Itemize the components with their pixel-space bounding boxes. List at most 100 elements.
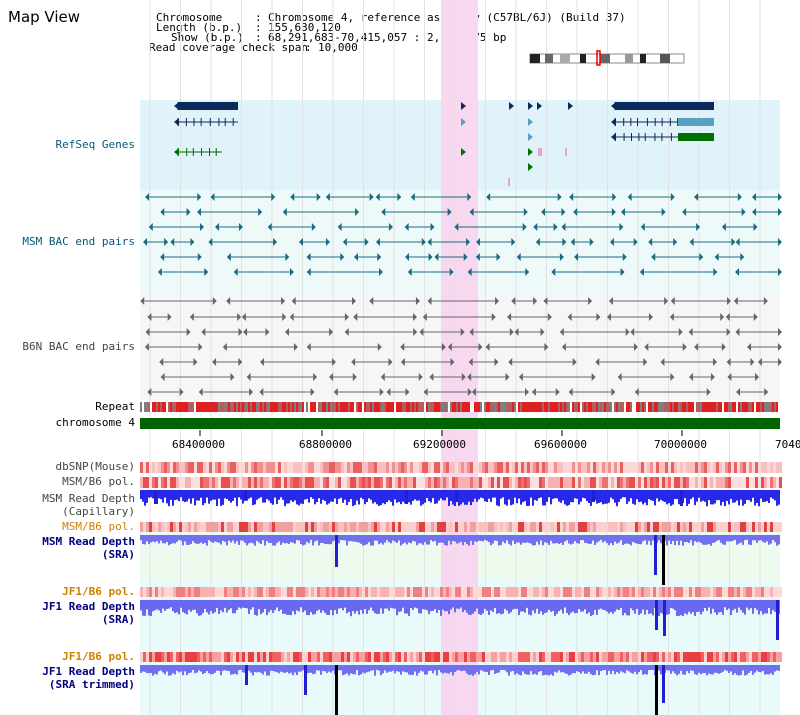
read-depth-bar xyxy=(402,665,404,672)
polymorphism-cell xyxy=(362,522,365,532)
bac-end-marker xyxy=(447,208,452,216)
track-label-repeat[interactable]: Repeat xyxy=(95,400,135,413)
read-depth-bar xyxy=(758,535,760,541)
repeat-segment xyxy=(352,402,354,412)
read-depth-bar xyxy=(734,490,736,503)
polymorphism-cell xyxy=(719,652,722,662)
track-label-msm-bac[interactable]: MSM BAC end pairs xyxy=(22,235,135,248)
read-depth-bar xyxy=(170,490,172,500)
read-depth-bar xyxy=(230,600,232,609)
polymorphism-cell xyxy=(209,652,212,662)
read-depth-bar xyxy=(600,665,602,672)
track-label-b6n-bac[interactable]: B6N BAC end pairs xyxy=(22,340,135,353)
polymorphism-cell xyxy=(605,477,608,488)
track-label-msm-depth-sra-2[interactable]: (SRA) xyxy=(101,548,135,561)
polymorphism-cell xyxy=(566,462,569,473)
polymorphism-cell xyxy=(560,587,563,597)
read-depth-bar xyxy=(198,535,200,544)
polymorphism-cell xyxy=(581,477,584,488)
read-depth-bar xyxy=(262,600,264,613)
polymorphism-cell xyxy=(578,462,581,473)
track-label-msm-depth-cap-1[interactable]: MSM Read Depth xyxy=(42,492,135,505)
track-label-jf1-b6-pol-2[interactable]: JF1/B6 pol. xyxy=(62,650,135,663)
track-label-msm-depth-sra-1[interactable]: MSM Read Depth xyxy=(42,535,135,548)
polymorphism-cell xyxy=(662,522,665,532)
track-label-jf1-b6-pol-1[interactable]: JF1/B6 pol. xyxy=(62,585,135,598)
polymorphism-cell xyxy=(164,652,167,662)
polymorphism-cell xyxy=(359,477,362,488)
track-label-chromosome[interactable]: chromosome 4 xyxy=(55,416,135,429)
read-depth-bar xyxy=(358,665,360,676)
read-depth-bar xyxy=(272,535,274,546)
polymorphism-cell xyxy=(605,587,608,597)
read-depth-bar xyxy=(712,535,714,543)
read-depth-bar xyxy=(334,490,336,499)
polymorphism-cell xyxy=(446,477,449,488)
read-depth-bar xyxy=(628,665,630,672)
bac-end-marker xyxy=(388,358,393,366)
track-label-msm-b6-pol-1[interactable]: MSM/B6 pol. xyxy=(62,475,135,488)
polymorphism-cell xyxy=(647,477,650,488)
track-label-jf1-depth-trim-2[interactable]: (SRA trimmed) xyxy=(48,678,135,691)
polymorphism-cell xyxy=(236,462,239,473)
bac-end-marker xyxy=(551,268,556,276)
polymorphism-cell xyxy=(749,652,752,662)
polymorphism-cell xyxy=(650,462,653,473)
polymorphism-cell xyxy=(338,462,341,473)
polymorphism-cell xyxy=(566,522,569,532)
bac-end-marker xyxy=(460,328,465,336)
track-label-jf1-depth-sra-1[interactable]: JF1 Read Depth xyxy=(42,600,135,613)
polymorphism-cell xyxy=(287,522,290,532)
repeat-segment xyxy=(404,402,406,412)
read-depth-bar xyxy=(436,490,438,504)
repeat-segment xyxy=(398,402,400,412)
polymorphism-cell xyxy=(173,477,176,488)
read-depth-bar xyxy=(300,665,302,672)
bac-end-marker xyxy=(226,253,231,261)
track-label-dbsnp[interactable]: dbSNP(Mouse) xyxy=(55,460,135,473)
polymorphism-cell xyxy=(221,587,224,597)
track-label-msm-depth-cap-2[interactable]: (Capillary) xyxy=(62,505,135,518)
read-depth-bar xyxy=(246,535,248,546)
read-depth-bar xyxy=(508,665,510,676)
track-label-refseq[interactable]: RefSeq Genes xyxy=(55,138,135,151)
read-depth-bar xyxy=(344,490,346,500)
polymorphism-cell xyxy=(707,462,710,473)
read-depth-bar xyxy=(464,600,466,611)
polymorphism-cell xyxy=(281,652,284,662)
repeat-segment xyxy=(306,402,308,412)
bac-end-marker xyxy=(397,193,402,201)
polymorphism-cell xyxy=(779,522,782,532)
read-depth-bar xyxy=(474,600,476,612)
polymorphism-cell xyxy=(413,522,416,532)
repeat-segment xyxy=(594,402,596,412)
bac-end-marker xyxy=(160,208,165,216)
polymorphism-cell xyxy=(485,462,488,473)
read-depth-bar xyxy=(346,600,348,614)
polymorphism-cell xyxy=(407,477,410,488)
polymorphism-cell xyxy=(572,652,575,662)
track-label-jf1-depth-sra-2[interactable]: (SRA) xyxy=(101,613,135,626)
track-label-jf1-depth-trim-1[interactable]: JF1 Read Depth xyxy=(42,665,135,678)
bac-end-marker xyxy=(329,328,334,336)
bac-end-marker xyxy=(238,223,243,231)
polymorphism-cell xyxy=(245,652,248,662)
polymorphism-cell xyxy=(140,587,143,597)
read-depth-bar xyxy=(416,600,418,609)
read-depth-bar xyxy=(722,665,724,672)
polymorphism-cell xyxy=(287,477,290,488)
bac-end-marker xyxy=(611,388,616,396)
read-depth-bar xyxy=(518,665,520,675)
read-depth-bar xyxy=(274,665,276,672)
read-depth-bar xyxy=(446,600,448,612)
track-label-msm-b6-pol-2[interactable]: MSM/B6 pol. xyxy=(62,520,135,533)
repeat-segment xyxy=(662,402,664,412)
read-depth-bar xyxy=(144,600,146,616)
polymorphism-cell xyxy=(269,522,272,532)
polymorphism-cell xyxy=(713,462,716,473)
polymorphism-cell xyxy=(485,522,488,532)
polymorphism-cell xyxy=(650,522,653,532)
polymorphism-cell xyxy=(728,477,731,488)
bac-end-marker xyxy=(258,208,263,216)
